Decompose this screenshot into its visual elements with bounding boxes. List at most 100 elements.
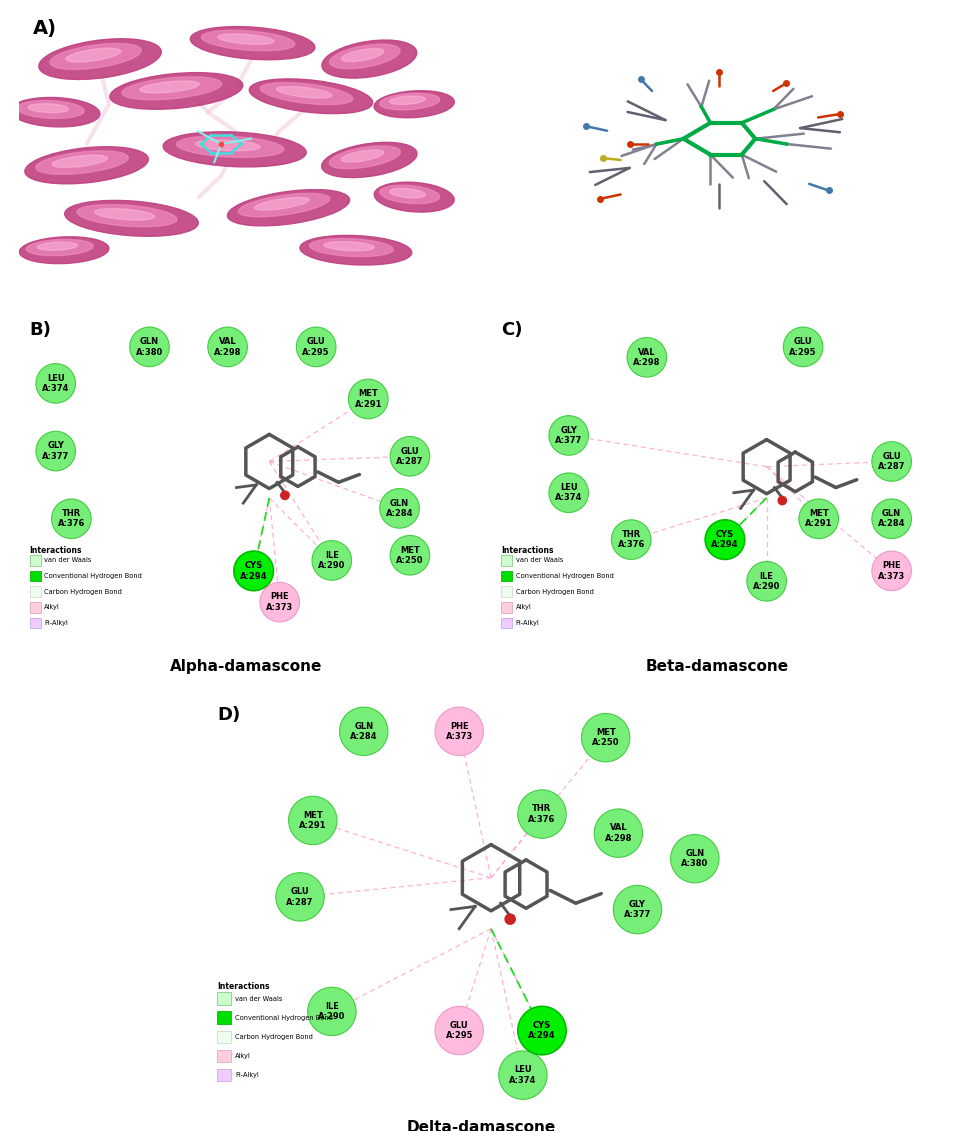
Text: ILE
A:290: ILE A:290 [318, 551, 346, 570]
Text: D): D) [218, 706, 241, 724]
Text: ILE
A:290: ILE A:290 [753, 571, 780, 592]
Circle shape [312, 541, 351, 580]
Ellipse shape [26, 240, 93, 256]
FancyBboxPatch shape [218, 1030, 231, 1043]
Ellipse shape [191, 26, 315, 60]
Ellipse shape [379, 185, 440, 204]
Text: VAL
A:298: VAL A:298 [605, 823, 632, 843]
Ellipse shape [28, 104, 68, 113]
Text: VAL
A:298: VAL A:298 [214, 337, 242, 356]
Circle shape [705, 520, 744, 560]
Text: THR
A:376: THR A:376 [617, 530, 645, 550]
Text: Pi-Alkyl: Pi-Alkyl [44, 620, 68, 625]
Text: MET
A:291: MET A:291 [299, 811, 326, 830]
Ellipse shape [329, 146, 401, 169]
Circle shape [52, 499, 91, 538]
Text: C): C) [501, 321, 523, 339]
Ellipse shape [341, 150, 384, 162]
Text: Alkyl: Alkyl [44, 604, 60, 611]
Text: CYS
A:294: CYS A:294 [529, 1021, 556, 1041]
Circle shape [783, 327, 823, 366]
Ellipse shape [227, 190, 350, 226]
Text: GLU
A:287: GLU A:287 [878, 451, 905, 472]
Ellipse shape [389, 96, 426, 104]
Circle shape [872, 551, 911, 590]
Ellipse shape [201, 31, 295, 51]
Circle shape [778, 497, 787, 504]
FancyBboxPatch shape [30, 618, 41, 628]
Ellipse shape [195, 140, 260, 150]
Circle shape [549, 416, 588, 456]
Ellipse shape [249, 79, 373, 113]
FancyBboxPatch shape [501, 602, 512, 613]
Text: GLN
A:380: GLN A:380 [681, 849, 709, 869]
FancyBboxPatch shape [501, 618, 512, 628]
Text: Conventional Hydrogen Bond: Conventional Hydrogen Bond [235, 1015, 333, 1021]
Circle shape [435, 707, 483, 756]
FancyBboxPatch shape [30, 571, 41, 581]
Text: LEU
A:374: LEU A:374 [555, 483, 583, 502]
Text: Interactions: Interactions [30, 545, 82, 554]
Circle shape [281, 491, 289, 500]
Text: GLN
A:284: GLN A:284 [386, 499, 413, 518]
Text: Alkyl: Alkyl [235, 1053, 250, 1059]
Ellipse shape [379, 93, 440, 110]
Text: van der Waals: van der Waals [235, 995, 282, 1002]
Ellipse shape [17, 101, 84, 119]
Text: LEU
A:374: LEU A:374 [509, 1065, 536, 1085]
FancyBboxPatch shape [218, 1069, 231, 1081]
Ellipse shape [218, 34, 273, 44]
Text: GLY
A:377: GLY A:377 [555, 425, 583, 446]
Ellipse shape [375, 182, 455, 213]
Text: GLN
A:284: GLN A:284 [350, 722, 377, 741]
FancyBboxPatch shape [501, 587, 512, 597]
Ellipse shape [322, 143, 417, 178]
Text: GLY
A:377: GLY A:377 [42, 441, 69, 460]
Circle shape [379, 489, 419, 528]
Circle shape [612, 520, 651, 560]
Ellipse shape [374, 90, 455, 118]
Text: Pi-Alkyl: Pi-Alkyl [235, 1072, 259, 1078]
Ellipse shape [324, 242, 375, 251]
Ellipse shape [94, 208, 155, 221]
Ellipse shape [52, 155, 108, 167]
Text: PHE
A:373: PHE A:373 [878, 561, 905, 580]
Text: Conventional Hydrogen Bond: Conventional Hydrogen Bond [515, 573, 613, 579]
Ellipse shape [19, 236, 109, 264]
Text: GLU
A:295: GLU A:295 [302, 337, 330, 356]
Circle shape [872, 499, 911, 538]
Circle shape [594, 809, 642, 857]
Text: GLU
A:287: GLU A:287 [396, 447, 424, 466]
Text: LEU
A:374: LEU A:374 [42, 373, 69, 394]
Circle shape [582, 714, 630, 762]
Text: Pi-Alkyl: Pi-Alkyl [515, 620, 539, 625]
Circle shape [349, 379, 388, 418]
Text: GLN
A:284: GLN A:284 [878, 509, 905, 528]
Circle shape [872, 442, 911, 482]
Circle shape [505, 914, 515, 924]
Ellipse shape [254, 198, 309, 210]
Circle shape [518, 789, 566, 838]
Ellipse shape [276, 86, 332, 98]
FancyBboxPatch shape [30, 587, 41, 597]
Circle shape [499, 1051, 547, 1099]
Ellipse shape [260, 83, 352, 104]
Ellipse shape [238, 193, 329, 217]
Ellipse shape [342, 49, 383, 62]
FancyBboxPatch shape [30, 602, 41, 613]
Circle shape [613, 886, 662, 934]
Circle shape [390, 535, 429, 575]
Text: PHE
A:373: PHE A:373 [446, 722, 473, 741]
Text: Alpha-damascone: Alpha-damascone [169, 659, 322, 674]
Ellipse shape [140, 81, 199, 93]
Text: Interactions: Interactions [501, 545, 554, 554]
FancyBboxPatch shape [218, 1050, 231, 1062]
Text: Alkyl: Alkyl [515, 604, 532, 611]
Circle shape [435, 1007, 483, 1055]
FancyBboxPatch shape [218, 992, 231, 1005]
Text: CYS
A:294: CYS A:294 [240, 561, 268, 580]
Circle shape [518, 1007, 566, 1055]
Circle shape [627, 337, 666, 377]
Text: van der Waals: van der Waals [44, 558, 91, 563]
Circle shape [275, 873, 325, 921]
